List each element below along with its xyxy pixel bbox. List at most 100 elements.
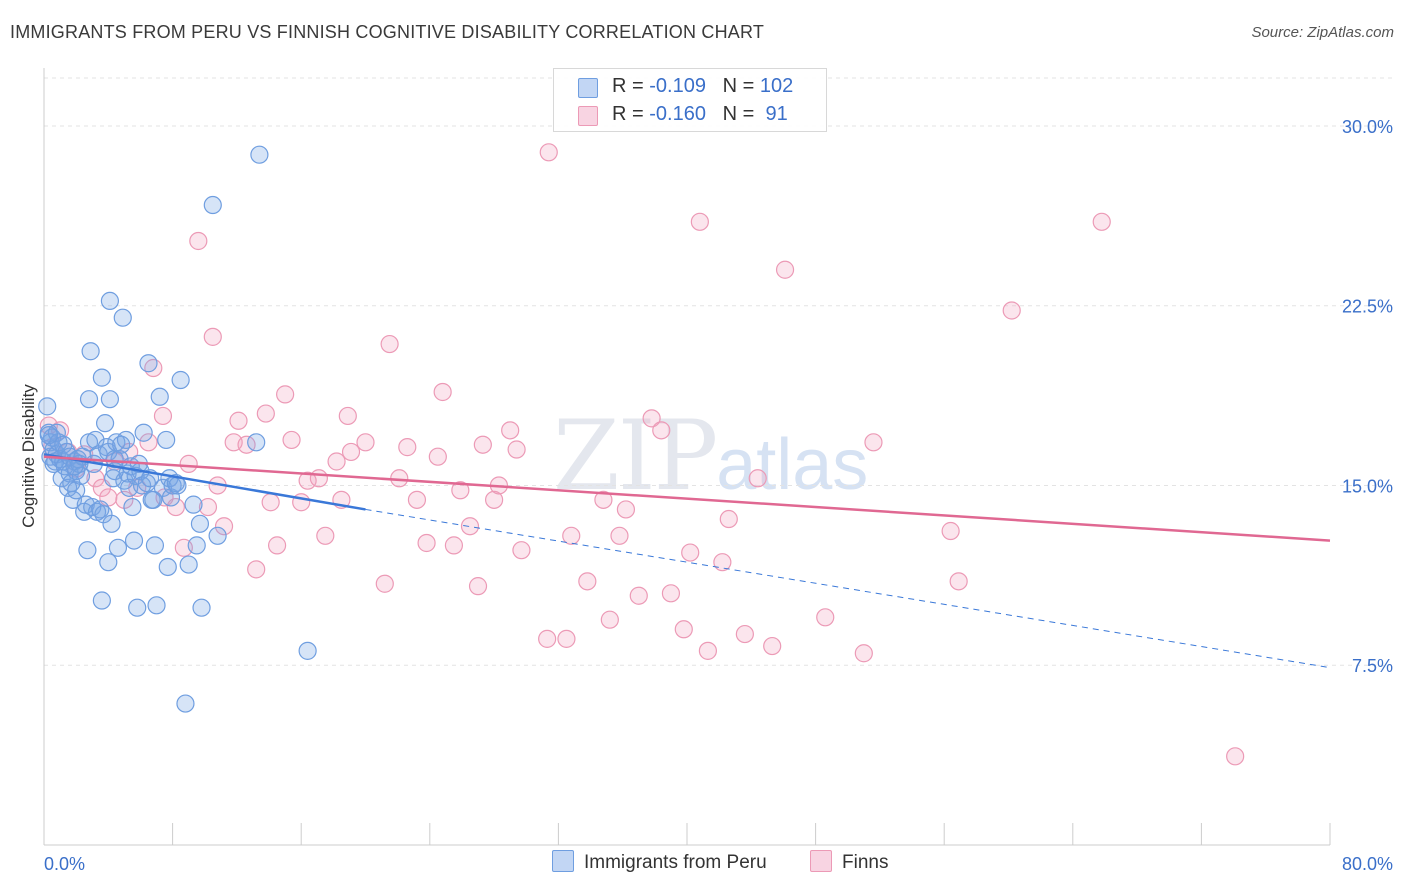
peru-point <box>247 433 266 452</box>
peru-point <box>71 466 91 485</box>
finns-point <box>763 636 782 656</box>
legend-r-value: -0.109 <box>649 75 706 97</box>
peru-point <box>184 495 203 514</box>
peru-point <box>145 536 165 555</box>
peru-point <box>203 195 222 215</box>
peru-point <box>39 426 58 445</box>
peru-trend-extension <box>365 508 1331 669</box>
finns-point <box>600 610 619 629</box>
legend-n-label: N = <box>722 103 760 125</box>
finns-point <box>267 536 287 555</box>
peru-point <box>147 596 166 615</box>
finns-point <box>512 541 531 560</box>
finns-point <box>198 497 218 517</box>
finns-point <box>538 629 557 648</box>
peru-point <box>171 370 190 390</box>
finns-trend-line <box>43 455 1331 542</box>
peru-point <box>92 591 111 610</box>
peru-point <box>158 557 177 577</box>
peru-point <box>144 490 163 509</box>
finns-point <box>460 517 480 536</box>
bottom-legend-label-finns: Finns <box>842 852 889 873</box>
finns-point <box>189 231 208 251</box>
bottom-legend-label-peru: Immigrants from Peru <box>584 852 767 873</box>
y-tick-label: 30.0% <box>1342 117 1393 137</box>
legend-swatch-finns <box>578 106 598 126</box>
peru-point <box>102 514 121 533</box>
legend-swatch-peru <box>578 78 598 98</box>
legend-row-peru: R = -0.109 N = 102 <box>554 73 826 101</box>
stats-legend: R = -0.109 N = 102 R = -0.160 N = 91 <box>553 68 827 132</box>
finns-point <box>282 430 301 450</box>
peru-point <box>139 354 158 373</box>
peru-point <box>124 531 144 550</box>
finns-point <box>417 533 436 553</box>
finns-point <box>652 421 671 440</box>
finns-point <box>316 526 335 545</box>
peru-point <box>113 308 132 327</box>
peru-point <box>100 390 120 409</box>
finns-point <box>86 469 105 488</box>
peru-point <box>79 390 99 409</box>
finns-point <box>748 469 767 488</box>
finns-point <box>594 490 613 509</box>
finns-point <box>229 411 248 430</box>
finns-point <box>557 629 576 648</box>
finns-point <box>375 574 394 593</box>
finns-point <box>816 608 835 627</box>
peru-point <box>208 526 227 545</box>
finns-point <box>309 469 328 488</box>
finns-point <box>616 500 636 519</box>
finns-point <box>203 327 222 346</box>
peru-point <box>187 536 206 555</box>
watermark-atlas: atlas <box>716 425 869 505</box>
finns-point <box>380 334 399 354</box>
finns-point <box>153 406 173 426</box>
finns-point <box>247 560 266 579</box>
finns-point <box>642 409 661 428</box>
peru-point <box>176 694 195 713</box>
finns-point <box>276 385 295 404</box>
legend-n-value: 91 <box>759 103 788 125</box>
finns-point <box>1226 747 1245 766</box>
peru-point <box>116 430 136 450</box>
finns-point <box>444 536 464 555</box>
finns-point <box>610 526 629 545</box>
finns-point <box>179 454 198 473</box>
peru-point <box>86 430 105 450</box>
finns-point <box>398 438 417 457</box>
legend-stats-finns: R = -0.160 N = 91 <box>612 103 788 126</box>
peru-point <box>168 476 187 495</box>
peru-point <box>38 397 57 416</box>
finns-point <box>166 497 185 517</box>
peru-point <box>95 414 115 433</box>
peru-point <box>67 481 86 500</box>
y-tick-label: 15.0% <box>1342 476 1393 496</box>
finns-point <box>473 435 492 454</box>
watermark-zip: ZIP <box>553 400 718 512</box>
bottom-legend-finns: Finns <box>810 850 888 874</box>
finns-point <box>214 517 234 536</box>
finns-point <box>485 490 504 509</box>
legend-r-label: R = <box>612 75 650 97</box>
finns-point <box>864 433 883 452</box>
peru-point <box>100 291 120 311</box>
finns-point <box>256 404 275 423</box>
finns-point <box>674 620 693 639</box>
legend-n-label: N = <box>722 75 760 97</box>
finns-point <box>1092 212 1111 231</box>
legend-r-label: R = <box>612 103 650 125</box>
peru-point <box>123 497 142 517</box>
finns-point <box>433 382 452 402</box>
finns-point <box>578 572 597 591</box>
chart-title: IMMIGRANTS FROM PERU VS FINNISH COGNITIV… <box>10 22 765 42</box>
finns-point <box>327 452 346 471</box>
finns-point <box>941 521 960 541</box>
finns-point <box>139 433 158 452</box>
peru-point <box>250 145 269 164</box>
finns-point <box>356 433 375 452</box>
finns-point <box>261 493 280 512</box>
bottom-legend-swatch-peru <box>552 850 574 872</box>
finns-point <box>468 577 488 596</box>
